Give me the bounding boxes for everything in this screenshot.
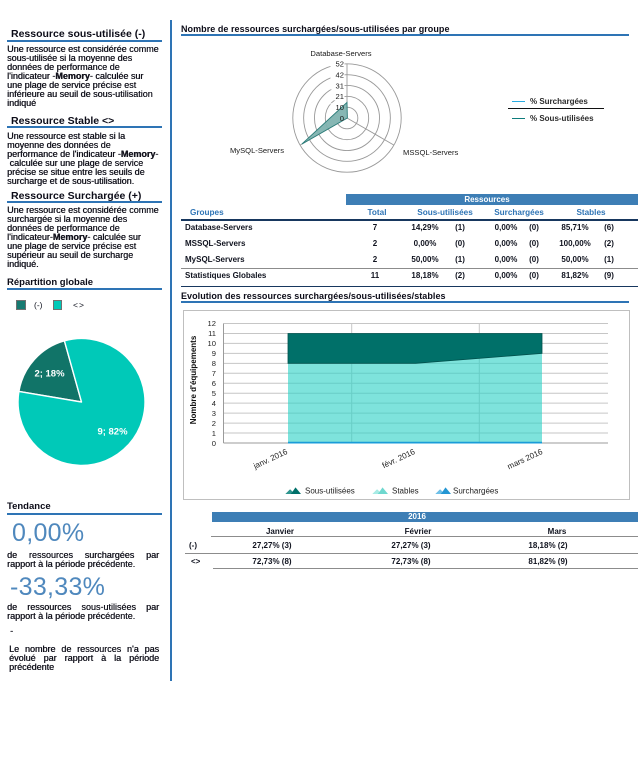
svg-text:MSSQL-Servers: MSSQL-Servers [403,148,458,157]
svg-text:5: 5 [212,389,216,398]
svg-text:Surchargées: Surchargées [453,487,498,496]
svg-text:6: 6 [212,379,216,388]
svg-text:Nombre d'équipements: Nombre d'équipements [189,335,198,424]
svg-text:0: 0 [340,114,344,123]
svg-text:8: 8 [212,359,216,368]
svg-text:31: 31 [336,81,344,90]
svg-text:7: 7 [212,369,216,378]
svg-text:21: 21 [336,92,344,101]
svg-text:52: 52 [336,60,344,69]
svg-text:10: 10 [208,339,216,348]
svg-text:10: 10 [336,103,344,112]
svg-text:9; 82%: 9; 82% [97,426,128,437]
svg-text:2; 18%: 2; 18% [34,368,65,379]
svg-text:42: 42 [336,70,344,79]
svg-text:9: 9 [212,349,216,358]
svg-text:1: 1 [212,429,216,438]
svg-text:Sous-utilisées: Sous-utilisées [305,487,355,496]
svg-text:Stables: Stables [392,487,419,496]
svg-text:3: 3 [212,409,216,418]
svg-text:MySQL-Servers: MySQL-Servers [230,146,284,155]
svg-text:12: 12 [208,319,216,328]
svg-text:4: 4 [212,399,216,408]
svg-text:0: 0 [212,439,216,448]
svg-text:2: 2 [212,419,216,428]
svg-text:Database-Servers: Database-Servers [310,49,371,58]
svg-text:11: 11 [208,329,216,338]
